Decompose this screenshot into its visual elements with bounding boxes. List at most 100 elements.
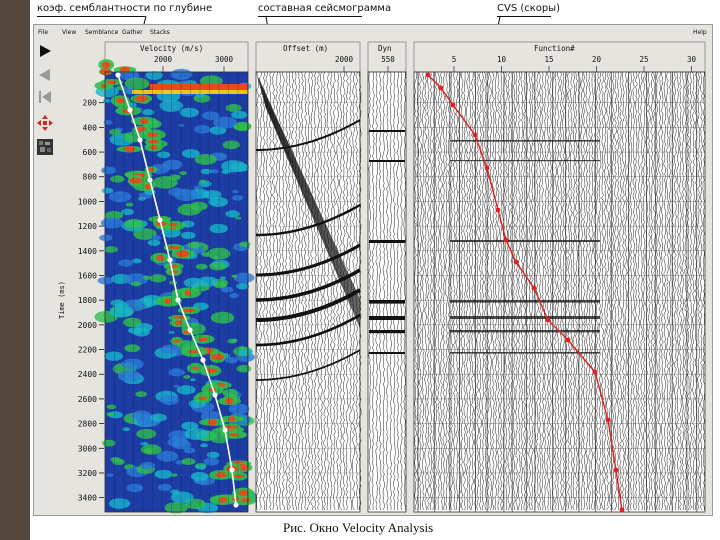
reflection-event xyxy=(256,243,361,277)
velocity-pick-point xyxy=(137,137,143,143)
semblance-blob xyxy=(170,68,193,80)
semblance-blob xyxy=(201,252,211,257)
menu-stacks[interactable]: Stacks xyxy=(150,29,170,36)
dyn-panel-trace xyxy=(393,71,396,511)
function-panel-trace xyxy=(632,71,636,511)
function-panel-trace xyxy=(647,71,651,511)
function-panel-tick-label: 25 xyxy=(639,55,648,64)
function-panel-trace xyxy=(455,71,459,511)
velocity-pick-point xyxy=(147,177,153,183)
semblance-blob xyxy=(118,259,134,267)
cvs-pick-point xyxy=(495,207,501,213)
semblance-blob xyxy=(145,71,164,80)
cvs-pick-point xyxy=(619,507,625,513)
cvs-pick-point xyxy=(613,467,619,473)
menu-semblance[interactable]: Semblance xyxy=(85,29,119,36)
semblance-peak xyxy=(119,66,131,73)
function-panel-trace xyxy=(556,71,560,511)
menu-view[interactable]: View xyxy=(62,29,77,36)
semblance-blob xyxy=(150,235,162,241)
menu-gather[interactable]: Gather xyxy=(122,29,143,36)
semblance-blob xyxy=(237,348,253,356)
annotation-underline xyxy=(497,16,551,17)
velocity-pick-point xyxy=(115,72,121,78)
velocity-pick-point xyxy=(187,327,193,333)
function-panel-trace xyxy=(658,71,662,511)
function-panel-trace xyxy=(653,71,656,511)
semblance-peak xyxy=(198,396,208,401)
function-panel-trace xyxy=(640,71,643,511)
semblance-blob xyxy=(154,469,173,479)
function-panel-tick-label: 15 xyxy=(544,55,553,64)
semblance-blob xyxy=(122,317,142,328)
cvs-pick-point xyxy=(472,132,478,138)
time-tick-label: 3200 xyxy=(78,469,97,478)
function-panel-trace xyxy=(637,71,641,511)
semblance-blob xyxy=(168,174,181,181)
function-panel-trace xyxy=(663,71,667,511)
menu-help[interactable]: Help xyxy=(693,29,707,36)
dyn-panel-trace xyxy=(389,71,392,511)
dyn-panel-trace xyxy=(403,71,406,510)
semblance-blob xyxy=(200,443,208,448)
function-panel-trace xyxy=(569,71,573,511)
semblance-peak xyxy=(218,496,228,503)
grid-icon[interactable] xyxy=(36,138,54,156)
velocity-pick-point xyxy=(175,297,181,303)
semblance-blob xyxy=(108,498,131,509)
play-icon[interactable] xyxy=(36,42,54,60)
velocity-pick-point xyxy=(200,357,206,363)
stack-event xyxy=(369,330,405,334)
skip-back-icon[interactable] xyxy=(36,88,54,106)
semblance-peak xyxy=(223,425,238,429)
function-panel-trace xyxy=(562,71,565,511)
function-panel-trace xyxy=(465,71,469,511)
semblance-peak xyxy=(169,223,178,227)
function-panel-trace xyxy=(432,71,435,511)
semblance-blob xyxy=(125,202,134,207)
offset-gather-trace xyxy=(265,71,269,510)
function-panel-trace xyxy=(572,71,576,511)
semblance-blob xyxy=(203,457,220,466)
semblance-blob xyxy=(140,461,155,470)
cvs-pick-point xyxy=(545,317,551,323)
function-panel-tick-label: 5 xyxy=(452,55,457,64)
offset-panel-header xyxy=(255,41,361,73)
semblance-blob xyxy=(116,85,126,91)
function-panel-trace xyxy=(413,71,417,511)
offset-gather-trace xyxy=(329,71,333,511)
first-break-event xyxy=(263,101,361,325)
function-panel-trace xyxy=(478,71,482,511)
semblance-blob xyxy=(142,275,151,280)
semblance-blob xyxy=(209,261,227,271)
semblance-peak xyxy=(225,397,234,405)
menu-file[interactable]: File xyxy=(38,29,49,36)
semblance-blob xyxy=(122,427,131,432)
semblance-peak xyxy=(156,254,165,261)
offset-gather-trace xyxy=(259,71,263,511)
function-panel-trace xyxy=(507,71,511,511)
semblance-blob xyxy=(233,272,255,283)
dyn-panel-trace xyxy=(379,71,382,511)
offset-gather-trace xyxy=(339,71,343,511)
time-tick-label: 800 xyxy=(83,173,98,182)
semblance-blob xyxy=(221,286,234,293)
stack-event xyxy=(369,300,405,304)
velocity-pick-point xyxy=(157,217,163,223)
function-panel-trace xyxy=(621,71,625,511)
function-panel-tick-label: 20 xyxy=(592,55,602,64)
first-break-event xyxy=(260,89,361,313)
slide-side-bar xyxy=(0,0,30,540)
function-panel-trace xyxy=(590,71,594,511)
semblance-top-band xyxy=(150,84,248,90)
back-icon[interactable] xyxy=(36,66,54,84)
velocity-pick-point xyxy=(229,467,235,473)
semblance-peak xyxy=(168,270,180,274)
semblance-blob xyxy=(181,421,199,431)
function-panel-trace xyxy=(497,71,500,511)
function-panel-trace xyxy=(614,71,617,511)
semblance-blob xyxy=(124,344,141,353)
annotation-underline xyxy=(37,16,145,17)
semblance-blob xyxy=(101,166,117,175)
move-icon[interactable] xyxy=(36,114,54,132)
